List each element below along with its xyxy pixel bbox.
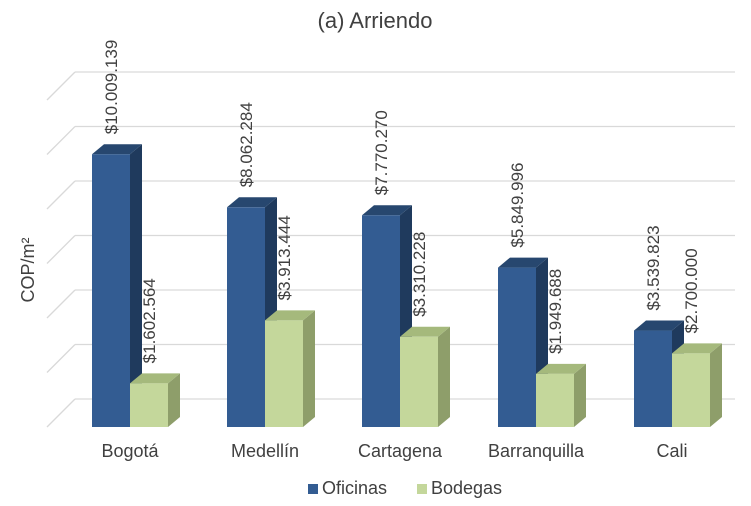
category-label-0: Bogotá: [101, 441, 159, 461]
category-label-4: Cali: [656, 441, 687, 461]
bar-bodegas-4: [672, 343, 722, 427]
data-labels: $10.009.139 $1.602.564 $8.062.284 $3.913.44…: [102, 40, 701, 364]
legend-label-oficinas: Oficinas: [322, 478, 387, 498]
bars: [92, 144, 722, 427]
data-label-bodegas-0: $1.602.564: [140, 278, 159, 363]
legend-label-bodegas: Bodegas: [431, 478, 502, 498]
gridline-diagonal: [46, 398, 76, 428]
gridline-diagonal: [46, 235, 76, 264]
category-labels: Bogotá Medellín Cartagena Barranquilla Cali: [101, 441, 687, 461]
data-label-bodegas-3: $1.949.688: [546, 269, 565, 354]
data-label-bodegas-2: $3.310.228: [410, 232, 429, 317]
bar-bodegas-0: [130, 373, 180, 427]
legend-swatch-oficinas: [308, 484, 318, 494]
chart-title: (a) Arriendo: [318, 8, 433, 33]
bar-bodegas-1: [265, 310, 315, 427]
data-label-oficinas-2: $7.770.270: [372, 110, 391, 195]
legend-swatch-bodegas: [417, 484, 427, 494]
data-label-bodegas-1: $3.913.444: [275, 215, 294, 300]
data-label-bodegas-4: $2.700.000: [682, 248, 701, 333]
data-label-oficinas-0: $10.009.139: [102, 40, 121, 135]
gridline-diagonal: [46, 344, 76, 373]
gridline-diagonal: [46, 71, 76, 101]
category-label-3: Barranquilla: [488, 441, 585, 461]
category-label-2: Cartagena: [358, 441, 443, 461]
data-label-oficinas-3: $5.849.996: [508, 162, 527, 247]
data-label-oficinas-1: $8.062.284: [237, 102, 256, 187]
gridline-diagonal: [46, 180, 76, 210]
legend: Oficinas Bodegas: [308, 478, 502, 498]
bar-bodegas-2: [400, 326, 450, 427]
bar-oficinas-0: [92, 144, 142, 427]
data-label-oficinas-4: $3.539.823: [644, 225, 663, 310]
bar-bodegas-3: [536, 363, 586, 427]
category-label-1: Medellín: [231, 441, 299, 461]
gridline-diagonal: [46, 289, 76, 319]
gridline-diagonal: [46, 126, 76, 155]
y-axis-label: COP/m²: [18, 237, 38, 302]
